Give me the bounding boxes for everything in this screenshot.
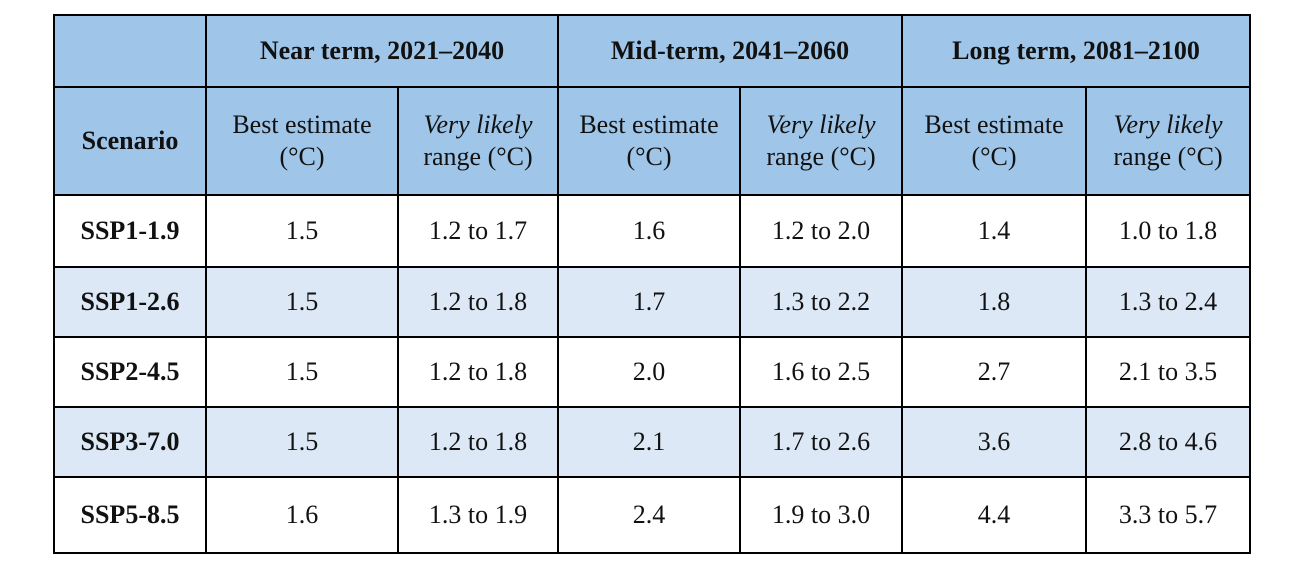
best-estimate-label: Best estimate: [924, 110, 1064, 139]
scenario-column-header: Scenario: [53, 86, 207, 196]
warming-projection-table: Near term, 2021–2040 Mid-term, 2041–2060…: [53, 14, 1252, 554]
value-cell: 1.7: [557, 266, 742, 338]
best-estimate-unit: (°C): [971, 142, 1017, 171]
period-header-long: Long term, 2081–2100: [901, 14, 1252, 88]
value-cell: 2.4: [557, 476, 742, 554]
range-label-italic: Very likely: [1113, 110, 1223, 139]
value-cell: 1.0 to 1.8: [1085, 194, 1252, 268]
value-cell: 1.8: [901, 266, 1088, 338]
value-cell: 1.9 to 3.0: [739, 476, 904, 554]
scenario-cell: SSP5-8.5: [53, 476, 207, 554]
value-cell: 1.2 to 1.7: [396, 194, 560, 268]
value-cell: 1.5: [205, 406, 399, 478]
value-cell: 3.6: [901, 406, 1088, 478]
value-cell: 1.5: [205, 194, 399, 268]
column-header-row: Scenario Best estimate (°C) Very likely …: [53, 86, 1252, 196]
best-estimate-label: Best estimate: [579, 110, 719, 139]
value-cell: 1.2 to 1.8: [396, 336, 560, 408]
value-cell: 1.7 to 2.6: [739, 406, 904, 478]
value-cell: 1.2 to 1.8: [396, 406, 560, 478]
value-cell: 1.6: [557, 194, 742, 268]
value-cell: 1.2 to 1.8: [396, 266, 560, 338]
value-cell: 1.4: [901, 194, 1088, 268]
best-estimate-header-near: Best estimate (°C): [205, 86, 399, 196]
value-cell: 1.5: [205, 336, 399, 408]
value-cell: 3.3 to 5.7: [1085, 476, 1252, 554]
best-estimate-unit: (°C): [626, 142, 672, 171]
range-unit: range (°C): [1113, 142, 1223, 171]
value-cell: 1.2 to 2.0: [739, 194, 904, 268]
value-cell: 4.4: [901, 476, 1088, 554]
table-row: SSP1-2.6 1.5 1.2 to 1.8 1.7 1.3 to 2.2 1…: [53, 266, 1252, 338]
table-row: SSP5-8.5 1.6 1.3 to 1.9 2.4 1.9 to 3.0 4…: [53, 476, 1252, 554]
range-label-italic: Very likely: [423, 110, 533, 139]
table-row: SSP3-7.0 1.5 1.2 to 1.8 2.1 1.7 to 2.6 3…: [53, 406, 1252, 478]
range-label-italic: Very likely: [766, 110, 876, 139]
range-header-long: Very likely range (°C): [1085, 86, 1252, 196]
best-estimate-header-mid: Best estimate (°C): [557, 86, 742, 196]
corner-cell: [53, 14, 207, 88]
value-cell: 1.3 to 2.4: [1085, 266, 1252, 338]
value-cell: 2.7: [901, 336, 1088, 408]
scenario-cell: SSP3-7.0: [53, 406, 207, 478]
range-header-mid: Very likely range (°C): [739, 86, 904, 196]
value-cell: 2.8 to 4.6: [1085, 406, 1252, 478]
value-cell: 1.6 to 2.5: [739, 336, 904, 408]
scenario-cell: SSP1-2.6: [53, 266, 207, 338]
table-row: SSP1-1.9 1.5 1.2 to 1.7 1.6 1.2 to 2.0 1…: [53, 194, 1252, 268]
period-header-near: Near term, 2021–2040: [204, 14, 560, 88]
range-header-near: Very likely range (°C): [396, 86, 560, 196]
value-cell: 1.3 to 2.2: [739, 266, 904, 338]
range-unit: range (°C): [766, 142, 876, 171]
range-unit: range (°C): [423, 142, 533, 171]
table-row: SSP2-4.5 1.5 1.2 to 1.8 2.0 1.6 to 2.5 2…: [53, 336, 1252, 408]
best-estimate-unit: (°C): [279, 142, 325, 171]
best-estimate-header-long: Best estimate (°C): [901, 86, 1088, 196]
scenario-cell: SSP2-4.5: [53, 336, 207, 408]
period-header-row: Near term, 2021–2040 Mid-term, 2041–2060…: [53, 14, 1252, 88]
value-cell: 1.3 to 1.9: [396, 476, 560, 554]
value-cell: 2.0: [557, 336, 742, 408]
best-estimate-label: Best estimate: [232, 110, 372, 139]
value-cell: 1.5: [205, 266, 399, 338]
value-cell: 1.6: [205, 476, 399, 554]
scenario-cell: SSP1-1.9: [53, 194, 207, 268]
value-cell: 2.1 to 3.5: [1085, 336, 1252, 408]
value-cell: 2.1: [557, 406, 742, 478]
period-header-mid: Mid-term, 2041–2060: [557, 14, 904, 88]
